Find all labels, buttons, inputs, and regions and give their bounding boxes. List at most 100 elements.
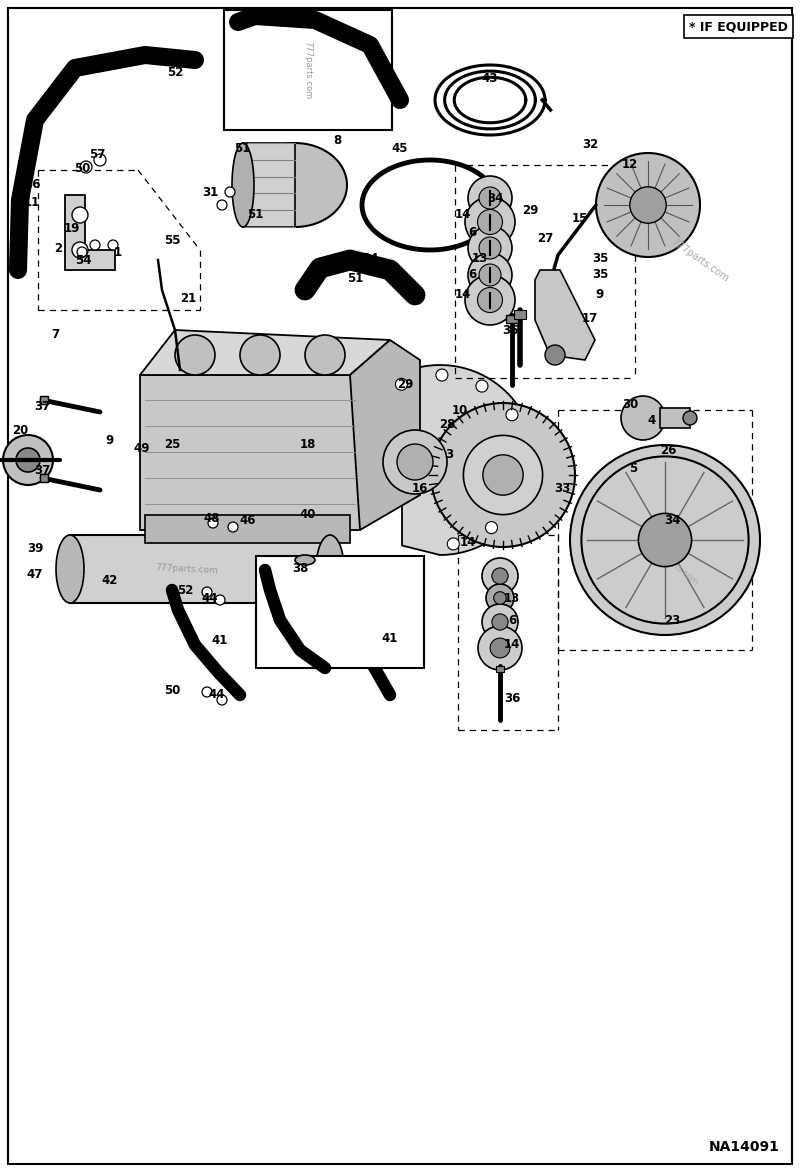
Circle shape [483,455,523,495]
Text: 31: 31 [202,185,218,198]
Text: 40: 40 [300,509,316,522]
Text: 37: 37 [34,401,50,414]
Circle shape [519,448,531,461]
Text: 1: 1 [114,246,122,259]
Circle shape [225,188,235,197]
Ellipse shape [56,534,84,604]
Polygon shape [155,435,185,510]
Circle shape [468,176,512,220]
Circle shape [468,253,512,297]
Text: 54: 54 [74,253,91,266]
Text: 14: 14 [504,639,520,652]
Circle shape [511,489,523,502]
Text: 29: 29 [397,379,413,391]
Circle shape [72,207,88,223]
Text: 18: 18 [300,438,316,451]
Circle shape [228,522,238,532]
Text: 5: 5 [629,462,637,475]
Polygon shape [140,375,360,530]
Circle shape [202,687,212,697]
Text: 26: 26 [660,443,676,457]
Polygon shape [535,270,595,360]
Text: 51: 51 [234,142,250,155]
Bar [145,515,350,543]
Text: 34: 34 [664,513,680,526]
Bar [295,560,315,600]
Text: 47: 47 [27,568,43,581]
Text: 19: 19 [64,222,80,234]
Circle shape [463,436,542,515]
Text: 48: 48 [204,511,220,525]
Circle shape [397,444,433,481]
Text: 33: 33 [554,482,570,495]
Text: 8: 8 [333,134,341,146]
Text: * IF EQUIPPED: * IF EQUIPPED [689,20,788,33]
Text: 35: 35 [592,268,608,281]
Text: 10: 10 [452,403,468,416]
Circle shape [478,626,522,670]
Ellipse shape [316,534,344,604]
Text: 34: 34 [487,191,503,204]
Text: 24: 24 [362,252,378,265]
Text: 39: 39 [27,541,43,554]
Text: 777parts.com: 777parts.com [670,237,730,284]
Circle shape [638,513,691,566]
Text: 51: 51 [247,209,263,222]
Circle shape [478,287,502,313]
Text: 14: 14 [455,288,471,301]
Circle shape [215,595,225,605]
Text: 15: 15 [572,211,588,225]
Bar [256,556,424,668]
Bar [70,534,330,604]
Circle shape [72,241,88,258]
Text: 41: 41 [212,634,228,647]
Circle shape [490,638,510,657]
Text: 13: 13 [472,252,488,265]
Text: 43: 43 [482,71,498,84]
Circle shape [431,403,575,547]
Text: 52: 52 [167,67,183,80]
Circle shape [383,430,447,495]
Circle shape [436,369,448,381]
Circle shape [465,275,515,325]
Polygon shape [350,340,420,530]
Text: 23: 23 [664,613,680,627]
Text: 50: 50 [74,162,90,175]
Text: 52: 52 [177,584,193,597]
Text: 44: 44 [209,688,226,702]
Circle shape [94,154,106,166]
Text: 777parts.com: 777parts.com [650,543,700,587]
Bar [496,666,504,672]
Circle shape [486,522,498,533]
Bar [660,408,690,428]
Text: 16: 16 [412,482,428,495]
Circle shape [596,154,700,257]
Text: *: * [262,564,269,578]
Circle shape [158,478,172,492]
Text: 32: 32 [582,138,598,151]
Text: 27: 27 [537,232,553,245]
Text: 14: 14 [455,209,471,222]
Circle shape [479,264,501,286]
Text: 56: 56 [24,178,40,191]
Text: 25: 25 [164,438,180,451]
Text: 12: 12 [622,158,638,171]
Circle shape [486,584,514,612]
Text: 44: 44 [202,592,218,605]
Text: 7: 7 [51,328,59,341]
Text: 37: 37 [34,463,50,477]
Text: 29: 29 [522,204,538,217]
Polygon shape [140,331,390,375]
Text: 49: 49 [134,442,150,455]
Circle shape [478,210,502,234]
Circle shape [494,592,506,605]
Circle shape [683,411,697,425]
Bar [506,315,518,323]
Text: 51: 51 [347,272,363,285]
Circle shape [208,518,218,529]
Text: 6: 6 [508,613,516,627]
Text: 3: 3 [445,449,453,462]
Text: 13: 13 [504,592,520,605]
Text: 17: 17 [582,312,598,325]
Text: 30: 30 [622,398,638,411]
